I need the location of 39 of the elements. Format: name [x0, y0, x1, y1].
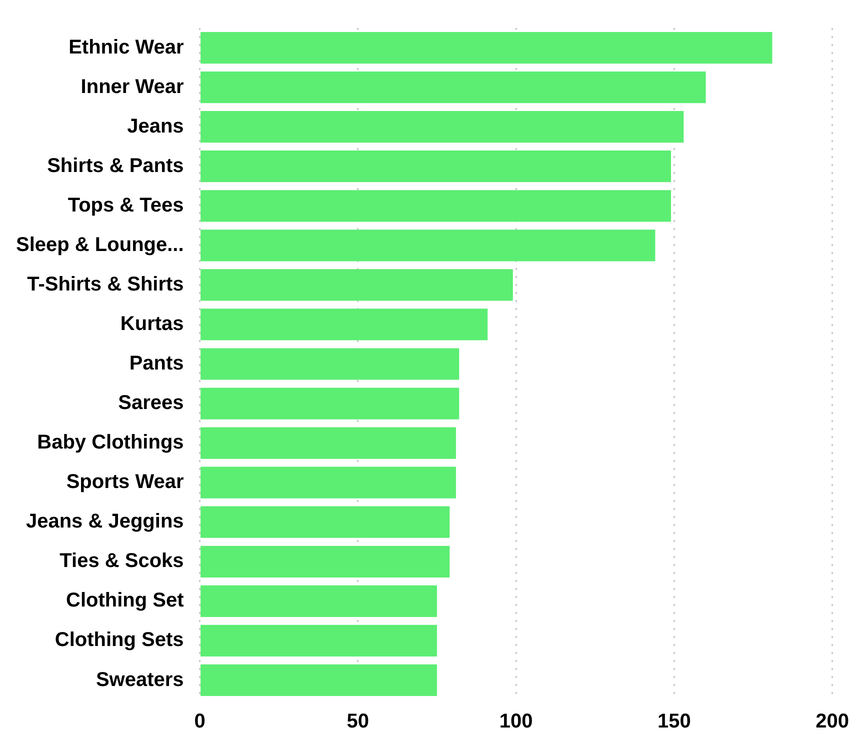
bar: [200, 32, 772, 64]
y-tick-label: Kurtas: [120, 312, 184, 335]
bar: [200, 308, 488, 340]
y-tick-label: Jeans & Jeggins: [26, 510, 184, 533]
bar: [200, 506, 450, 538]
y-tick-label: Clothing Sets: [54, 629, 184, 652]
bar: [200, 71, 706, 104]
bar: [200, 190, 672, 222]
bar: [200, 546, 450, 578]
y-tick-label: Sweaters: [96, 668, 184, 691]
x-tick-label: 0: [194, 710, 206, 733]
x-tick-label: 150: [657, 710, 691, 733]
y-tick-label: Sarees: [118, 392, 184, 414]
x-tick-label: 200: [816, 710, 850, 733]
y-tick-label: Baby Clothings: [37, 432, 184, 454]
y-tick-label: T-Shirts & Shirts: [27, 273, 184, 296]
y-tick-label: Inner Wear: [80, 76, 184, 98]
bar: [200, 111, 684, 143]
y-tick-label: Shirts & Pants: [47, 154, 184, 177]
y-tick-label: Pants: [129, 352, 184, 375]
bar: [200, 466, 456, 498]
y-tick-label: Clothing Set: [66, 590, 184, 612]
y-tick-label: Sports Wear: [66, 471, 184, 494]
bar: [200, 427, 456, 459]
bar: [200, 269, 513, 301]
y-tick-label: Ties & Scoks: [60, 550, 184, 572]
bar: [200, 585, 437, 617]
y-tick-label: Tops & Tees: [68, 194, 184, 216]
x-tick-label: 100: [499, 710, 533, 733]
y-tick-label: Sleep & Lounge...: [16, 234, 184, 256]
bar: [200, 230, 656, 262]
bar: [200, 388, 460, 420]
bar: [200, 624, 437, 657]
bar: [200, 348, 460, 380]
y-tick-label: Ethnic Wear: [68, 36, 184, 58]
y-tick-label: Jeans: [127, 115, 184, 138]
bar: [200, 150, 672, 182]
bar: [200, 664, 437, 696]
x-tick-label: 50: [346, 710, 370, 733]
